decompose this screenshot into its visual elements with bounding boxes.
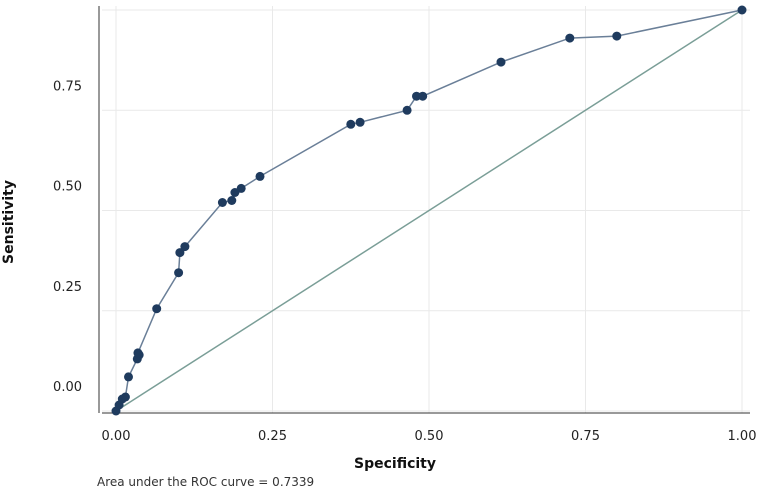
y-tick-label: 0.50 <box>53 180 82 195</box>
roc-point <box>255 171 265 181</box>
x-tick-label: 1.00 <box>728 429 757 444</box>
roc-point <box>217 198 227 207</box>
roc-point <box>133 348 143 358</box>
roc-point <box>496 57 506 67</box>
y-tick-label: 0.00 <box>53 380 82 395</box>
y-tick-labels: 0.000.250.500.751.00 <box>53 79 82 395</box>
reference-line <box>115 9 743 412</box>
roc-point <box>355 117 365 127</box>
x-tick-labels: 0.00 0.25 0.50 0.75 1.00 <box>102 429 757 444</box>
auc-footnote: Area under the ROC curve = 0.7339 <box>97 475 314 489</box>
reference-line-group <box>115 9 743 412</box>
roc-point <box>227 196 237 205</box>
roc-point <box>737 5 747 15</box>
y-tick-label: 0.75 <box>53 79 82 94</box>
roc-point <box>412 91 421 101</box>
x-tick-label: 0.00 <box>102 429 131 444</box>
roc-point <box>418 91 428 101</box>
axes <box>98 6 750 414</box>
grid <box>102 6 750 413</box>
roc-point <box>174 268 184 278</box>
roc-point <box>612 31 622 41</box>
roc-point <box>152 304 162 314</box>
roc-point <box>565 33 575 43</box>
roc-point <box>180 242 190 252</box>
x-tick-label: 0.25 <box>258 429 287 444</box>
roc-markers <box>111 5 747 416</box>
y-axis-title: Sensitivity <box>1 180 17 264</box>
x-tick-label: 0.50 <box>415 429 444 444</box>
y-tick-label: 0.25 <box>53 280 82 295</box>
roc-point <box>236 183 246 193</box>
x-axis-title: Specificity <box>354 456 436 472</box>
roc-point <box>124 372 133 382</box>
roc-point <box>120 392 130 402</box>
roc-point <box>346 119 356 129</box>
x-tick-label: 0.75 <box>571 429 600 444</box>
roc-point <box>175 248 185 258</box>
roc-point <box>402 105 412 115</box>
